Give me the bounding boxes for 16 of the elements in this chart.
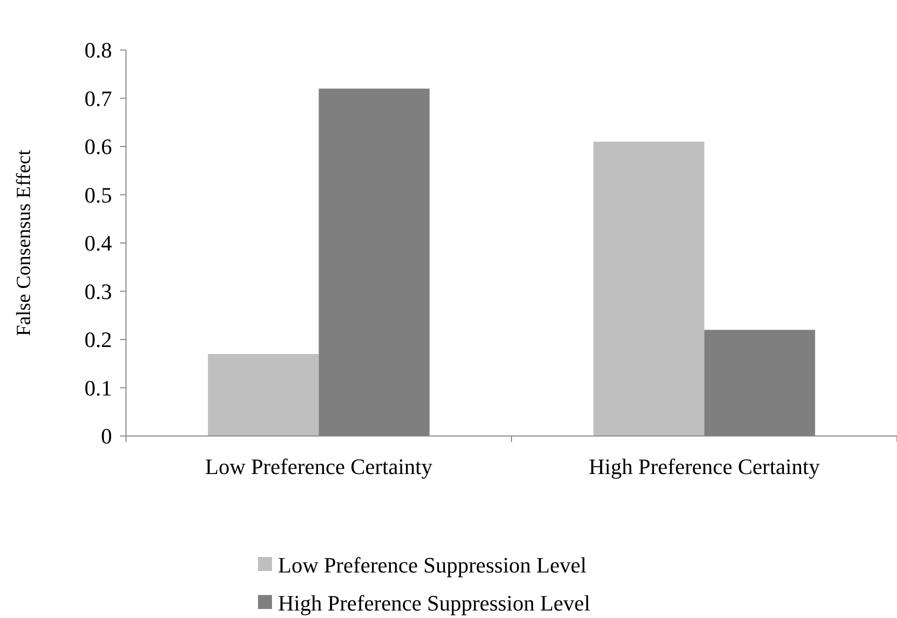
x-tick-label: Low Preference Certainty — [205, 454, 432, 479]
y-tick-label: 0.3 — [84, 278, 112, 304]
y-tick-label: 0.2 — [84, 327, 112, 352]
y-axis-title: False Consensus Effect — [13, 149, 35, 336]
legend-label: High Preference Suppression Level — [278, 590, 590, 616]
y-tick-label: 0.6 — [84, 134, 112, 160]
bar — [208, 354, 319, 436]
y-tick-label: 0.7 — [84, 86, 112, 111]
bar — [593, 142, 704, 436]
y-tick-label: 0 — [101, 424, 112, 449]
x-tick-label: High Preference Certainty — [588, 454, 820, 479]
legend-label: Low Preference Suppression Level — [278, 552, 587, 578]
y-tick-label: 0.8 — [84, 38, 112, 63]
y-tick-label: 0.5 — [84, 182, 112, 208]
y-tick-label: 0.1 — [84, 375, 112, 400]
y-tick-label: 0.4 — [84, 230, 112, 256]
